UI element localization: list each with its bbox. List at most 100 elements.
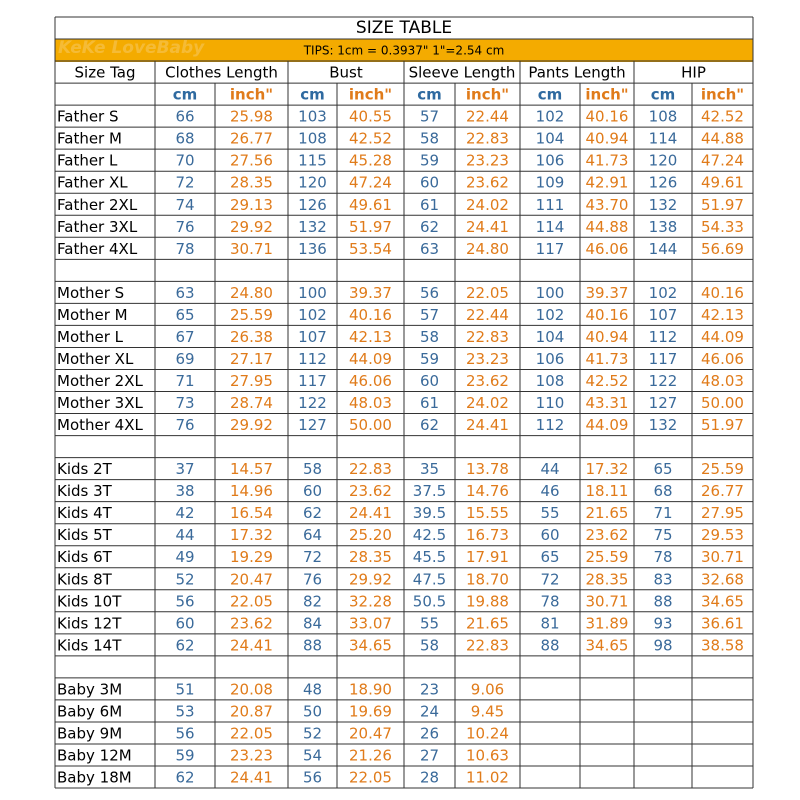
size-value: 112 — [298, 350, 327, 368]
size-value: 93 — [653, 614, 672, 632]
column-header: Clothes Length — [165, 64, 278, 82]
size-value: 62 — [303, 504, 322, 522]
size-value: 20.47 — [230, 570, 273, 588]
size-value: 42.5 — [413, 526, 446, 544]
size-value: 9.45 — [471, 702, 504, 720]
size-value: 84 — [303, 614, 322, 632]
size-value: 22.44 — [466, 108, 509, 126]
size-value: 29.92 — [349, 570, 392, 588]
size-value: 76 — [175, 218, 194, 236]
size-value: 39.37 — [586, 284, 629, 302]
size-value: 58 — [420, 130, 439, 148]
size-value: 24.41 — [466, 416, 509, 434]
size-value: 55 — [420, 614, 439, 632]
size-value: 63 — [175, 284, 194, 302]
unit-label: cm — [651, 86, 676, 104]
size-value: 26.77 — [230, 130, 273, 148]
size-value: 56 — [175, 592, 194, 610]
size-value: 27.56 — [230, 152, 273, 170]
size-value: 63 — [420, 240, 439, 258]
size-value: 65 — [175, 306, 194, 324]
size-value: 44 — [175, 526, 194, 544]
size-value: 60 — [540, 526, 559, 544]
size-value: 14.96 — [230, 482, 273, 500]
size-tag: Baby 18M — [57, 769, 132, 787]
size-value: 47.24 — [701, 152, 744, 170]
size-value: 138 — [649, 218, 678, 236]
size-value: 59 — [420, 152, 439, 170]
size-value: 21.65 — [586, 504, 629, 522]
size-value: 37.5 — [413, 482, 446, 500]
size-value: 41.73 — [586, 350, 629, 368]
size-value: 30.71 — [586, 592, 629, 610]
size-value: 42 — [175, 504, 194, 522]
size-value: 23 — [420, 680, 439, 698]
size-value: 62 — [420, 416, 439, 434]
size-value: 17.32 — [230, 526, 273, 544]
size-value: 23.62 — [466, 372, 509, 390]
size-tag: Kids 8T — [57, 570, 113, 588]
size-value: 26 — [420, 724, 439, 742]
size-value: 100 — [298, 284, 327, 302]
size-value: 132 — [649, 416, 678, 434]
size-value: 52 — [303, 724, 322, 742]
size-value: 48 — [303, 680, 322, 698]
column-header: Sleeve Length — [409, 64, 516, 82]
size-value: 50.00 — [701, 394, 744, 412]
size-tag: Kids 4T — [57, 504, 113, 522]
size-value: 18.11 — [586, 482, 629, 500]
size-value: 114 — [536, 218, 565, 236]
size-value: 42.91 — [586, 174, 629, 192]
unit-label: inch" — [585, 86, 628, 104]
size-value: 72 — [175, 174, 194, 192]
logo: KeKe LoveBaby — [58, 38, 205, 58]
size-value: 46.06 — [701, 350, 744, 368]
size-value: 27.95 — [701, 504, 744, 522]
unit-label: cm — [300, 86, 325, 104]
size-value: 39.5 — [413, 504, 446, 522]
size-value: 25.59 — [230, 306, 273, 324]
size-tag: Baby 9M — [57, 724, 122, 742]
size-value: 110 — [536, 394, 565, 412]
size-value: 109 — [536, 174, 565, 192]
size-value: 21.26 — [349, 747, 392, 765]
size-value: 52 — [175, 570, 194, 588]
size-value: 58 — [420, 328, 439, 346]
tips: TIPS: 1cm = 0.3937" 1"=2.54 cm — [303, 44, 505, 58]
size-value: 76 — [303, 570, 322, 588]
size-value: 16.73 — [466, 526, 509, 544]
size-value: 38 — [175, 482, 194, 500]
size-value: 40.55 — [349, 108, 392, 126]
column-header: Size Tag — [75, 64, 136, 82]
size-value: 20.87 — [230, 702, 273, 720]
size-value: 117 — [649, 350, 678, 368]
size-value: 20.47 — [349, 724, 392, 742]
size-value: 38.58 — [701, 636, 744, 654]
size-value: 24.41 — [466, 218, 509, 236]
size-value: 61 — [420, 196, 439, 214]
size-tag: Kids 3T — [57, 482, 113, 500]
size-value: 24.02 — [466, 394, 509, 412]
size-value: 60 — [175, 614, 194, 632]
size-value: 62 — [175, 636, 194, 654]
size-tag: Father M — [57, 130, 122, 148]
unit-label: cm — [538, 86, 563, 104]
size-tag: Mother S — [57, 284, 124, 302]
size-value: 70 — [175, 152, 194, 170]
size-tag: Mother L — [57, 328, 124, 346]
size-value: 24.02 — [466, 196, 509, 214]
size-tag: Kids 5T — [57, 526, 113, 544]
size-value: 26.77 — [701, 482, 744, 500]
size-value: 22.83 — [466, 328, 509, 346]
size-value: 25.98 — [230, 108, 273, 126]
size-value: 108 — [298, 130, 327, 148]
size-value: 114 — [649, 130, 678, 148]
unit-label: inch" — [349, 86, 392, 104]
size-value: 53.54 — [349, 240, 392, 258]
column-header: Bust — [329, 64, 363, 82]
size-value: 57 — [420, 108, 439, 126]
size-value: 22.83 — [349, 460, 392, 478]
column-header: HIP — [681, 64, 706, 82]
size-value: 108 — [649, 108, 678, 126]
unit-label: inch" — [701, 86, 744, 104]
